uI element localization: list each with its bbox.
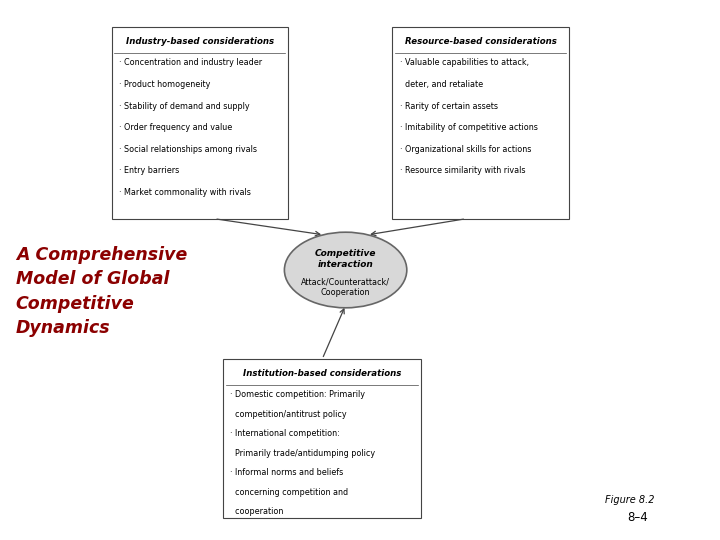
Text: A Comprehensive
Model of Global
Competitive
Dynamics: A Comprehensive Model of Global Competit… [16,246,187,337]
Text: Industry-based considerations: Industry-based considerations [126,37,274,46]
FancyBboxPatch shape [112,27,288,219]
Text: Resource-based considerations: Resource-based considerations [405,37,557,46]
Text: concerning competition and: concerning competition and [230,488,348,497]
Text: · Domestic competition: Primarily: · Domestic competition: Primarily [230,390,365,400]
Text: · Order frequency and value: · Order frequency and value [119,123,232,132]
Text: · Stability of demand and supply: · Stability of demand and supply [119,102,249,111]
Text: · Social relationships among rivals: · Social relationships among rivals [119,145,257,154]
Text: · Valuable capabilities to attack,: · Valuable capabilities to attack, [400,58,528,68]
Ellipse shape [284,232,407,308]
Text: deter, and retaliate: deter, and retaliate [400,80,482,89]
Text: · Concentration and industry leader: · Concentration and industry leader [119,58,262,68]
Text: · Market commonality with rivals: · Market commonality with rivals [119,188,251,197]
Text: Attack/Counterattack/
Cooperation: Attack/Counterattack/ Cooperation [301,278,390,297]
Text: · International competition:: · International competition: [230,429,340,438]
Text: Primarily trade/antidumping policy: Primarily trade/antidumping policy [230,449,376,458]
FancyBboxPatch shape [223,359,421,518]
Text: Figure 8.2: Figure 8.2 [606,495,654,505]
FancyBboxPatch shape [392,27,569,219]
Text: Institution-based considerations: Institution-based considerations [243,369,401,378]
Text: · Product homogeneity: · Product homogeneity [119,80,210,89]
Text: competition/antitrust policy: competition/antitrust policy [230,410,347,419]
Text: 8–4: 8–4 [627,511,647,524]
Text: · Informal norms and beliefs: · Informal norms and beliefs [230,468,343,477]
Text: · Resource similarity with rivals: · Resource similarity with rivals [400,166,525,176]
Text: Competitive
interaction: Competitive interaction [315,249,377,269]
Text: · Organizational skills for actions: · Organizational skills for actions [400,145,531,154]
Text: · Entry barriers: · Entry barriers [119,166,179,176]
Text: cooperation: cooperation [230,507,284,516]
Text: · Rarity of certain assets: · Rarity of certain assets [400,102,498,111]
Text: · Imitability of competitive actions: · Imitability of competitive actions [400,123,537,132]
